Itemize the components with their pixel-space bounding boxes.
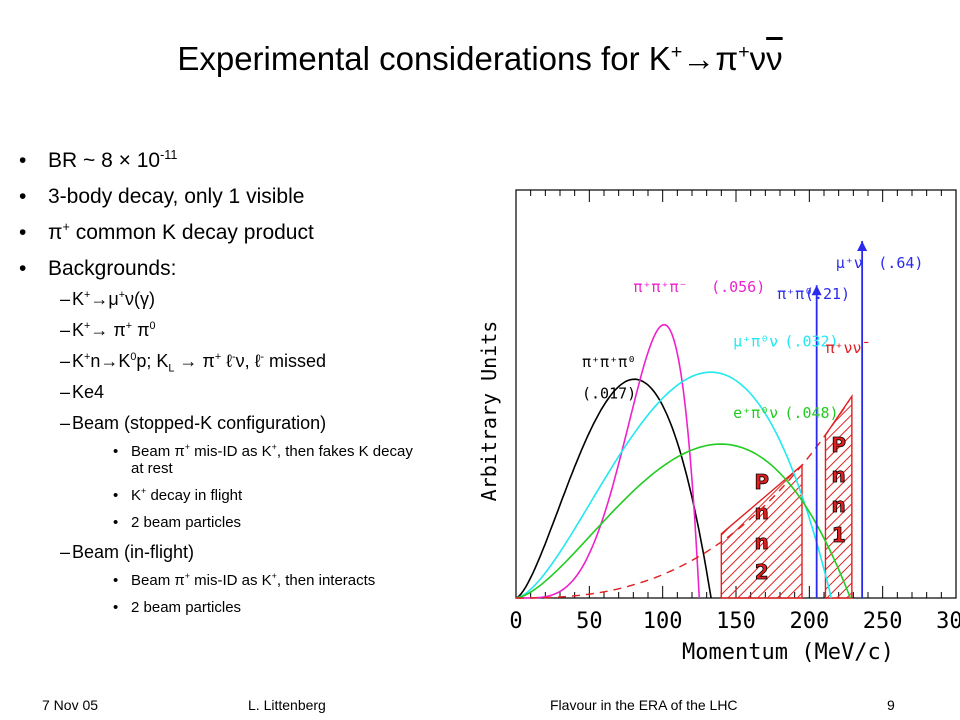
bullet-three-body: 3-body decay, only 1 visible: [15, 184, 485, 210]
footer-author: L. Littenberg: [248, 697, 326, 713]
x-tick-label: 300: [936, 609, 960, 634]
flight-misid: Beam π+ mis-ID as K+, then interacts: [15, 572, 421, 590]
curve-label: e⁺π⁰ν: [733, 404, 778, 422]
x-tick-label: 200: [789, 609, 829, 634]
x-axis-tick-labels: 0 50 100 150 200 250 300: [509, 609, 960, 634]
x-axis-label: Momentum (MeV/c): [682, 640, 894, 665]
x-tick-label: 50: [576, 609, 603, 634]
signal-region-letter: n: [832, 463, 846, 487]
black-spectrum-curve: [515, 378, 712, 599]
signal-region-letter: 2: [755, 560, 769, 584]
green-spectrum-curve: [515, 443, 852, 599]
stopped-decay-in-flight: K+ decay in flight: [15, 487, 421, 505]
curve-rate-label: (.64): [878, 254, 923, 272]
x-tick-label: 0: [509, 609, 522, 634]
slide-title: Experimental considerations for K+→π+νν: [177, 40, 783, 77]
signal-region-2: [824, 393, 853, 599]
flight-two-beam: 2 beam particles: [15, 599, 421, 616]
spectrum-curves: [515, 323, 852, 599]
curve-rate-label: (.032): [784, 332, 838, 350]
background-beam-stopped: – Beam (stopped-K configuration): [60, 413, 327, 433]
curve-label: π⁺π⁰: [777, 285, 813, 303]
arrowhead: [857, 241, 868, 251]
background-kpi2: – K+→ π+ π0: [60, 320, 156, 340]
footer-conference: Flavour in the ERA of the LHC: [550, 697, 738, 713]
background-beam-flight: – Beam (in-flight): [60, 542, 195, 562]
pinunubar-curve: [516, 400, 850, 599]
bullet-branching-ratio: BR ~ 8 × 10-11: [15, 148, 485, 174]
curve-labels: π⁺π⁺π⁰ (.017) π⁺π⁺π⁻ (.056) μ⁺π⁰ν (.032) e⁺π⁰ν…: [582, 254, 923, 422]
bullet-backgrounds: Backgrounds:: [15, 256, 485, 282]
curve-label: π⁺νν̄: [825, 339, 868, 357]
arrowhead: [811, 285, 822, 296]
bullet-list: BR ~ 8 × 10-11 3-body decay, only 1 visi…: [15, 148, 485, 626]
curve-rate-label: (.017): [582, 385, 636, 403]
stopped-misid: Beam π+ mis-ID as K+, then fakes K decay…: [15, 443, 421, 478]
curve-label: π⁺π⁺π⁻: [633, 278, 687, 296]
background-charge-exchange: – K+n→K0p; KL → π+ ℓ-ν, ℓ- missed: [60, 351, 327, 375]
signal-region-letter: P: [754, 470, 769, 494]
signal-region-letter: n: [755, 530, 769, 554]
footer-date: 7 Nov 05: [42, 697, 99, 713]
signal-region-letter: n: [832, 493, 846, 517]
curve-rate-label: (.21): [805, 285, 850, 303]
curve-label: μ⁺π⁰ν: [733, 332, 778, 350]
background-kmu2: – K+→μ+ν(γ): [60, 289, 156, 309]
magenta-spectrum-curve: [516, 323, 701, 599]
signal-region-letter: P: [831, 433, 846, 457]
background-ke4: – Ke4: [60, 382, 105, 402]
footer-page-number: 9: [887, 697, 895, 713]
signal-region-letter: n: [755, 500, 769, 524]
curve-rate-label: (.056): [711, 278, 765, 296]
x-tick-label: 100: [643, 609, 683, 634]
two-body-lines: [811, 241, 868, 598]
signal-region-letter: 1: [832, 523, 846, 547]
cyan-spectrum-curve: [515, 371, 833, 599]
x-tick-label: 250: [863, 609, 903, 634]
bullet-pi-product: π+ common K decay product: [15, 220, 485, 246]
y-axis-label: Arbitrary Units: [477, 321, 501, 502]
curve-label: π⁺π⁺π⁰: [582, 353, 636, 371]
curve-label: μ⁺ν: [836, 254, 863, 272]
curve-rate-label: (.048): [784, 404, 838, 422]
x-tick-label: 150: [716, 609, 756, 634]
stopped-two-beam: 2 beam particles: [15, 514, 421, 531]
